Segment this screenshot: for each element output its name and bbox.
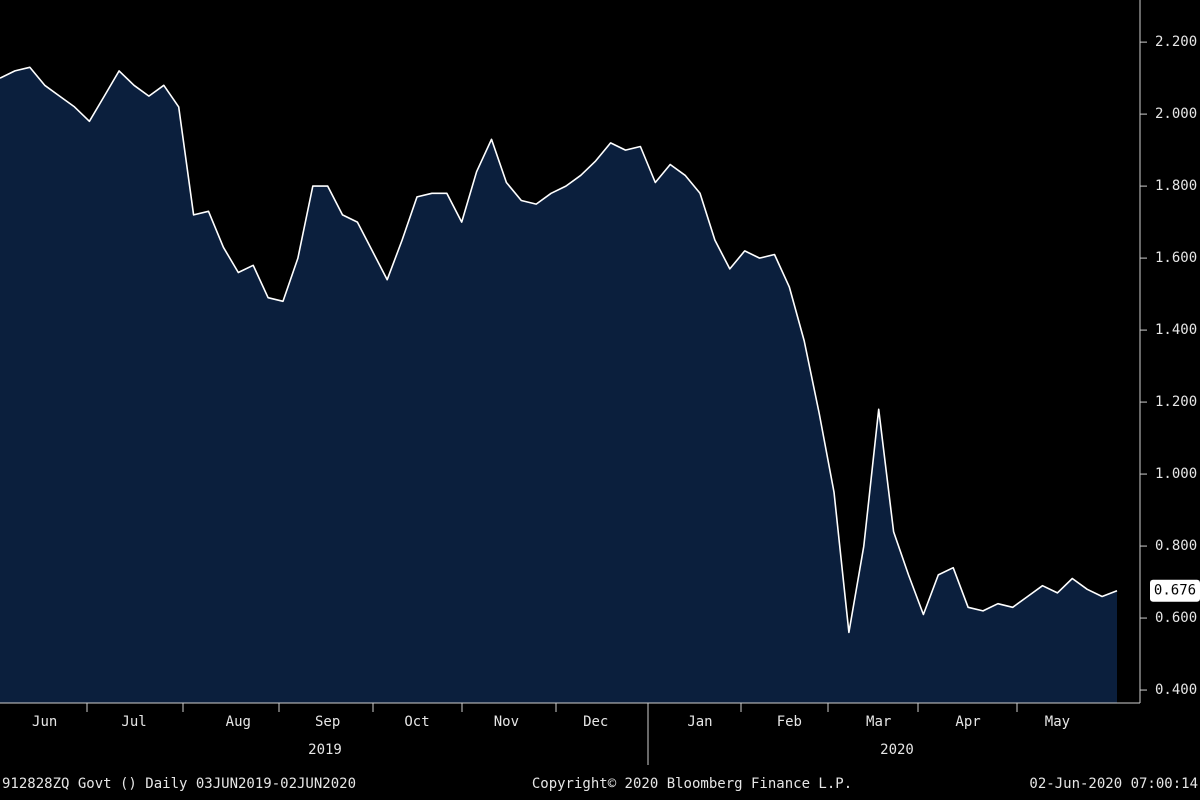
y-tick-label: 2.000 (1155, 106, 1197, 122)
y-tick-label: 1.800 (1155, 178, 1197, 194)
footer-left: 912828ZQ Govt () Daily 03JUN2019-02JUN20… (2, 776, 356, 792)
line (0, 66, 1118, 634)
x-tick-label: Aug (226, 714, 251, 730)
footer-right: 02-Jun-2020 07:00:14 (1029, 776, 1198, 792)
x-tick-label: Mar (866, 714, 891, 730)
x-tick-label: Dec (583, 714, 608, 730)
y-tick-label: 2.200 (1155, 34, 1197, 50)
plot-area (0, 66, 1118, 704)
x-tick-label: Jan (687, 714, 712, 730)
year-label: 2020 (880, 742, 914, 758)
year-label: 2019 (308, 742, 342, 758)
last-value-box (1150, 579, 1200, 602)
x-tick-label: Nov (494, 714, 519, 730)
x-tick-label: Oct (404, 714, 429, 730)
y-tick-label: 0.600 (1155, 610, 1197, 626)
area (0, 67, 1117, 704)
x-tick-label: Feb (777, 714, 802, 730)
last-value-label: 0.676 (1154, 583, 1196, 599)
x-tick-label: Jul (121, 714, 146, 730)
y-tick-label: 1.000 (1155, 466, 1197, 482)
y-tick-label: 0.800 (1155, 538, 1197, 554)
x-tick-label: May (1045, 714, 1070, 730)
y-tick-label: 0.400 (1155, 682, 1197, 698)
y-tick-label: 1.600 (1155, 250, 1197, 266)
y-tick-label: 1.200 (1155, 394, 1197, 410)
y-tick-label: 1.400 (1155, 322, 1197, 338)
x-tick-label: Jun (32, 714, 57, 730)
footer-center: Copyright© 2020 Bloomberg Finance L.P. (532, 776, 852, 792)
month-separators (86, 703, 1018, 765)
x-tick-label: Sep (315, 714, 340, 730)
x-tick-label: Apr (955, 714, 980, 730)
